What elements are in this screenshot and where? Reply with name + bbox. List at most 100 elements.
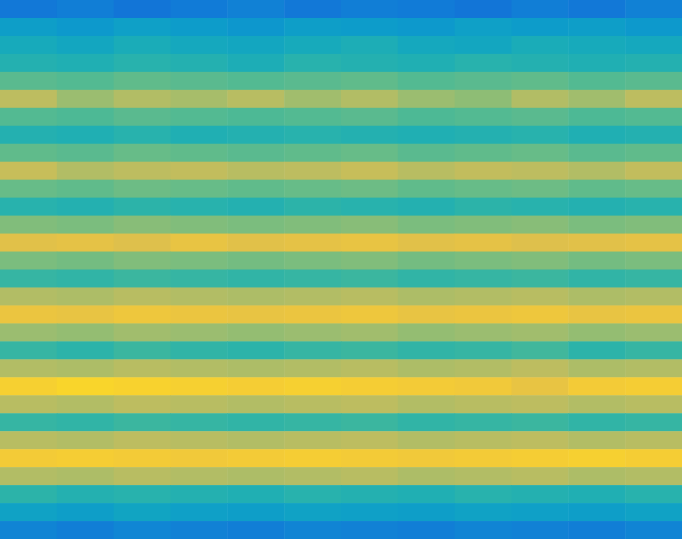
heatmap-cell	[455, 431, 512, 449]
heatmap-cell	[398, 413, 455, 431]
heatmap-cell	[625, 234, 682, 252]
heatmap-cell	[57, 90, 114, 108]
heatmap-cell	[227, 252, 284, 270]
heatmap-cell	[171, 377, 228, 395]
heatmap-cell	[114, 521, 171, 539]
heatmap-cell	[284, 467, 341, 485]
heatmap-cell	[625, 36, 682, 54]
heatmap-cell	[398, 359, 455, 377]
heatmap-cell	[284, 144, 341, 162]
heatmap-cell	[341, 162, 398, 180]
heatmap-cell	[227, 359, 284, 377]
heatmap-cell	[0, 162, 57, 180]
heatmap-cell	[57, 323, 114, 341]
heatmap-cell	[455, 287, 512, 305]
heatmap-cell	[57, 126, 114, 144]
heatmap-cell	[171, 234, 228, 252]
heatmap-cell	[57, 252, 114, 270]
heatmap-cell	[227, 72, 284, 90]
heatmap-cell	[227, 270, 284, 288]
heatmap-cell	[455, 180, 512, 198]
heatmap-cell	[568, 90, 625, 108]
heatmap-cell	[341, 144, 398, 162]
heatmap-cell	[284, 395, 341, 413]
heatmap-cell	[0, 449, 57, 467]
heatmap-cell	[114, 72, 171, 90]
heatmap-cell	[227, 521, 284, 539]
heatmap-cell	[341, 54, 398, 72]
heatmap-cell	[625, 216, 682, 234]
heatmap-cell	[568, 467, 625, 485]
heatmap-cell	[0, 252, 57, 270]
heatmap-cell	[227, 377, 284, 395]
heatmap-cell	[455, 359, 512, 377]
heatmap-cell	[625, 18, 682, 36]
heatmap-cell	[512, 413, 569, 431]
heatmap-cell	[512, 234, 569, 252]
heatmap-cell	[568, 287, 625, 305]
heatmap-cell	[398, 252, 455, 270]
heatmap-cell	[171, 72, 228, 90]
heatmap-cell	[284, 108, 341, 126]
heatmap-cell	[227, 431, 284, 449]
heatmap-cell	[57, 449, 114, 467]
heatmap-cell	[568, 198, 625, 216]
heatmap-cell	[227, 395, 284, 413]
heatmap-cell	[0, 485, 57, 503]
heatmap-cell	[398, 449, 455, 467]
heatmap-cell	[114, 198, 171, 216]
heatmap-cell	[398, 90, 455, 108]
heatmap-cell	[455, 234, 512, 252]
heatmap-cell	[57, 359, 114, 377]
heatmap-cell	[227, 126, 284, 144]
heatmap-cell	[341, 467, 398, 485]
heatmap-cell	[398, 36, 455, 54]
heatmap-cell	[0, 108, 57, 126]
heatmap-cell	[625, 503, 682, 521]
heatmap-cell	[455, 72, 512, 90]
heatmap-cell	[568, 54, 625, 72]
heatmap-cell	[568, 485, 625, 503]
heatmap-cell	[398, 198, 455, 216]
heatmap-cell	[568, 108, 625, 126]
heatmap-cell	[341, 377, 398, 395]
heatmap-cell	[57, 341, 114, 359]
heatmap-cell	[625, 485, 682, 503]
heatmap-cell	[171, 305, 228, 323]
heatmap-cell	[341, 234, 398, 252]
heatmap-cell	[114, 395, 171, 413]
heatmap-cell	[57, 467, 114, 485]
heatmap-cell	[568, 377, 625, 395]
heatmap-cell	[398, 216, 455, 234]
heatmap-cell	[114, 54, 171, 72]
heatmap-cell	[398, 323, 455, 341]
heatmap-cell	[227, 449, 284, 467]
heatmap-cell	[171, 431, 228, 449]
heatmap-cell	[568, 270, 625, 288]
heatmap-cell	[171, 144, 228, 162]
heatmap-cell	[171, 413, 228, 431]
heatmap-cell	[625, 270, 682, 288]
heatmap-cell	[114, 90, 171, 108]
heatmap-cell	[341, 305, 398, 323]
heatmap-cell	[625, 0, 682, 18]
heatmap-cell	[227, 108, 284, 126]
heatmap-cell	[57, 503, 114, 521]
heatmap-cell	[455, 108, 512, 126]
heatmap-cell	[284, 305, 341, 323]
heatmap-cell	[455, 395, 512, 413]
heatmap-cell	[455, 36, 512, 54]
heatmap-cell	[455, 467, 512, 485]
heatmap-cell	[455, 449, 512, 467]
heatmap-cell	[0, 521, 57, 539]
heatmap-cell	[398, 521, 455, 539]
heatmap-cell	[568, 144, 625, 162]
heatmap-cell	[57, 485, 114, 503]
heatmap-cell	[284, 72, 341, 90]
heatmap-cell	[398, 431, 455, 449]
heatmap-cell	[455, 216, 512, 234]
heatmap-cell	[398, 305, 455, 323]
heatmap-cell	[284, 323, 341, 341]
heatmap-cell	[455, 144, 512, 162]
heatmap-cell	[284, 180, 341, 198]
